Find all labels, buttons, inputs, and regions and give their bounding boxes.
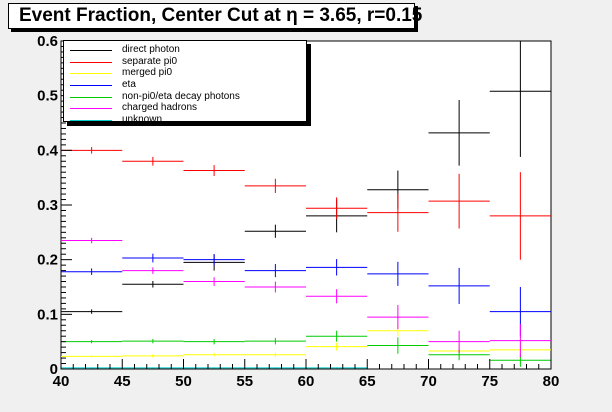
y-tick-label: 0.1 xyxy=(37,306,58,323)
x-tick-label: 75 xyxy=(481,373,498,390)
y-tick-label: 0.5 xyxy=(37,88,58,105)
error-bars xyxy=(61,41,551,369)
x-tick-label: 80 xyxy=(543,373,560,390)
legend-item: merged pi0 xyxy=(64,67,306,80)
legend-item: eta xyxy=(64,79,306,92)
x-tick-label: 65 xyxy=(359,373,376,390)
x-tick-label: 60 xyxy=(298,373,315,390)
legend-label: unknown xyxy=(122,114,163,126)
legend-swatch xyxy=(70,96,112,98)
legend-label: merged pi0 xyxy=(122,67,173,79)
legend-item: separate pi0 xyxy=(64,55,306,69)
legend-item: unknown xyxy=(64,114,306,127)
legend-swatch xyxy=(70,61,112,63)
legend-label: non-pi0/eta decay photons xyxy=(122,90,240,102)
legend-swatch xyxy=(70,73,112,75)
legend-label: charged hadrons xyxy=(122,102,198,114)
y-tick-label: 0.6 xyxy=(37,33,58,50)
y-tick-label: 0 xyxy=(50,361,58,378)
legend-item: charged hadrons xyxy=(64,102,306,115)
y-tick-label: 0.2 xyxy=(37,252,58,269)
chart-title: Event Fraction, Center Cut at η = 3.65, … xyxy=(8,3,422,29)
x-tick-label: 50 xyxy=(175,373,192,390)
y-tick-label: 0.3 xyxy=(37,197,58,214)
x-tick-label: 70 xyxy=(420,373,437,390)
legend-label: direct photon xyxy=(122,44,180,55)
legend-item: non-pi0/eta decay photons xyxy=(64,90,306,104)
legend-swatch xyxy=(70,120,112,122)
x-tick-label: 40 xyxy=(53,373,70,390)
legend-item: direct photon xyxy=(64,44,306,57)
legend-swatch xyxy=(70,108,112,110)
y-tick-label: 0.4 xyxy=(37,142,59,159)
x-tick-label: 55 xyxy=(236,373,253,390)
legend-swatch xyxy=(70,50,112,51)
chart-legend: direct photon separate pi0 merged pi0 eta no… xyxy=(63,40,307,125)
axes: 40 45 50 55 60 65 70 75 80 0 0.1 0.2 0.3 0.4 0.5 0.6 xyxy=(37,33,559,390)
x-tick-label: 45 xyxy=(114,373,131,390)
legend-label: separate pi0 xyxy=(122,55,178,67)
legend-swatch xyxy=(70,85,112,87)
legend-label: eta xyxy=(122,79,136,91)
